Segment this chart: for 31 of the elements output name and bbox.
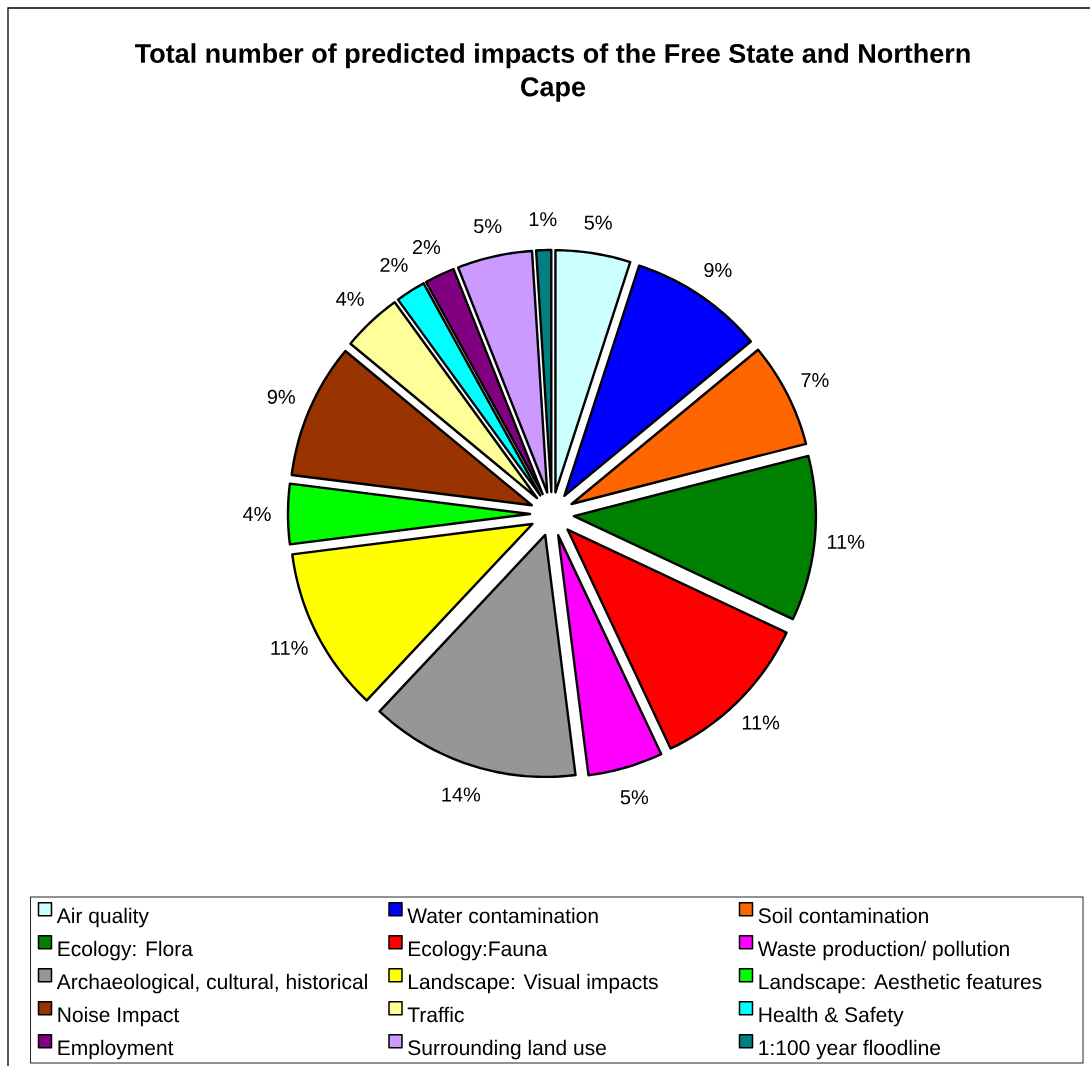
data-label: 5%	[474, 219, 502, 234]
legend-label: Ecology: Flora	[58, 940, 193, 961]
legend-label: Surrounding land use	[408, 1039, 606, 1060]
legend-label: Ecology:Fauna	[408, 940, 548, 961]
legend-label: Water contamination	[407, 907, 598, 924]
data-label: 4%	[243, 507, 271, 521]
legend-label: Noise Impact	[58, 1006, 180, 1027]
legend-label: Traffic	[407, 1006, 464, 1023]
legend-label: Health & Safety	[759, 1006, 904, 1027]
data-label: 9%	[267, 389, 295, 404]
data-label: 2%	[412, 240, 441, 255]
data-label: 9%	[704, 262, 732, 278]
data-label: 2%	[380, 257, 408, 272]
legend-label: Archaeological, cultural, historical	[56, 973, 367, 994]
legend-label: Air quality	[56, 907, 149, 928]
data-label: 5%	[584, 215, 612, 230]
legend-label: Landscape: Visual impacts	[408, 973, 658, 994]
chart-title: Total number of predicted impacts of the Free State and Northern Cape	[135, 43, 970, 102]
legend-label: Soil contamination	[758, 907, 928, 924]
legend-label: Waste production/ pollution	[757, 940, 1009, 961]
data-label: 5%	[620, 790, 649, 805]
legend-label: Landscape: Aesthetic features	[759, 973, 1042, 994]
data-label: 11%	[827, 534, 865, 549]
data-label: 1%	[529, 212, 557, 227]
data-label: 11%	[271, 640, 308, 655]
legend-label: 1:100 year floodline	[759, 1039, 941, 1060]
data-label: 14%	[442, 787, 481, 802]
data-label: 4%	[336, 291, 364, 306]
legend-label: Employment	[58, 1039, 174, 1060]
data-label: 7%	[801, 373, 829, 388]
data-label: 11%	[742, 715, 780, 730]
